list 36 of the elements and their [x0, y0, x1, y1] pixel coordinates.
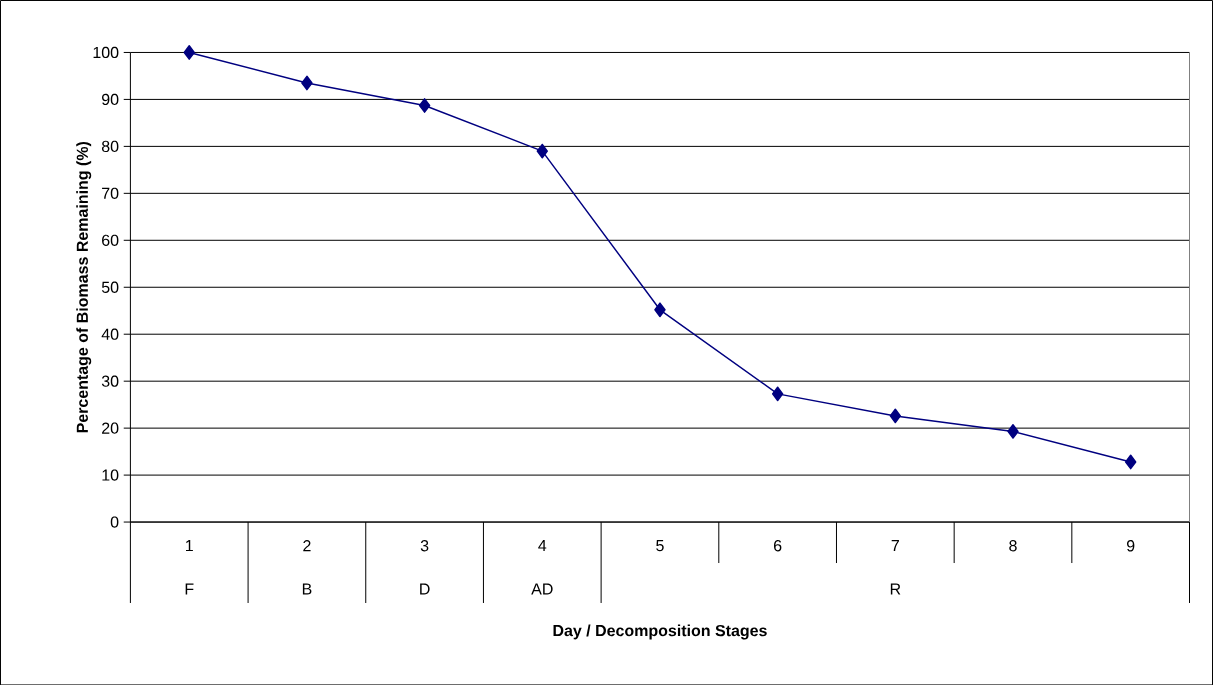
x-tick-label: 8: [1009, 539, 1017, 552]
y-tick-label: 0: [110, 516, 119, 528]
y-tick-label: 20: [102, 422, 119, 434]
text: R: [890, 583, 901, 595]
x-tick-label: 1: [186, 539, 193, 551]
y-tick-label: 30: [101, 375, 119, 387]
point: [183, 44, 195, 60]
point: [301, 75, 313, 91]
y-tick-label: 40: [101, 328, 119, 340]
x-tick-label: 3: [420, 539, 429, 552]
x-tick-label: 9: [1126, 539, 1135, 552]
y-tick-label: 100: [93, 46, 119, 58]
point: [771, 386, 784, 402]
x-tick-label: 7: [891, 539, 899, 551]
point: [418, 97, 431, 113]
text: D: [420, 583, 430, 595]
x-tick-label: 4: [538, 539, 547, 551]
y-tick-label: 10: [102, 469, 119, 481]
x-tick-label: 6: [774, 539, 782, 552]
point: [889, 408, 902, 424]
x-tick-label: 5: [656, 539, 664, 552]
x-tick-label: 2: [303, 539, 311, 552]
point: [1007, 423, 1019, 439]
text: AD: [531, 583, 553, 595]
y-tick-label: 70: [102, 187, 119, 199]
y-tick-label: 50: [101, 281, 119, 293]
point: [1124, 454, 1137, 470]
text: F: [185, 583, 194, 595]
y-tick-label: 80: [101, 140, 119, 152]
text: B: [302, 583, 312, 595]
y-tick-label: 60: [102, 234, 119, 246]
y-axis-title: Percentage of Biomass Remaining (%): [76, 141, 92, 433]
point: [536, 143, 549, 159]
y-tick-label: 90: [102, 93, 119, 105]
point: [654, 302, 666, 317]
x-axis-title: Day / Decomposition Stages: [553, 624, 767, 640]
